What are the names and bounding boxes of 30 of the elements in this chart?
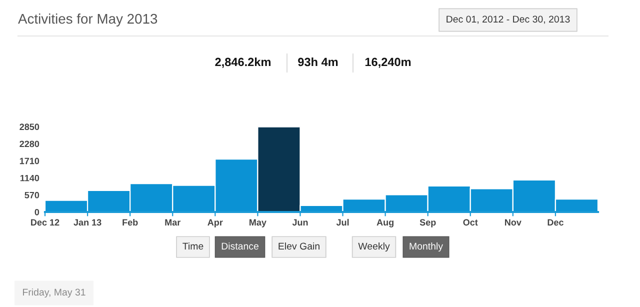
x-tick-label: Jun [292, 219, 308, 226]
text: 93h 4m [298, 58, 338, 66]
text: Time [182, 242, 204, 250]
text: Friday, May 31 [23, 288, 86, 298]
y-tick-label: 1710 [20, 158, 40, 164]
text: Distance [222, 242, 258, 250]
y-tick-label: 570 [24, 192, 40, 198]
y-tick-label: 1140 [20, 174, 40, 182]
text: Elev Gain [278, 242, 320, 250]
text: Weekly [358, 242, 390, 252]
x-tick-label: May [250, 219, 266, 228]
x-tick-label: Nov [505, 219, 522, 226]
x-tick-label: Sep [420, 219, 436, 228]
x-tick-label: Dec 12 [31, 219, 60, 226]
y-tick-label: 2850 [20, 124, 40, 130]
x-tick-label: Dec [548, 219, 564, 226]
text: 16,240m [365, 58, 411, 68]
text: Dec 01, 2012 - Dec 30, 2013 [446, 16, 570, 24]
y-tick-label: 2280 [20, 140, 40, 148]
x-tick-label: Jan 13 [74, 219, 102, 226]
y-tick-label: 0 [34, 208, 40, 216]
text: Monthly [410, 242, 444, 252]
chart-title: Activities for May 2013 [18, 14, 158, 26]
x-tick-label: Jul [336, 218, 349, 226]
x-tick-label: Aug [376, 219, 394, 228]
x-tick-label: Oct [463, 219, 478, 226]
text: 2,846.2km [215, 58, 270, 68]
x-tick-label: Mar [165, 219, 181, 226]
x-tick-label: Feb [122, 218, 138, 226]
x-tick-label: Apr [208, 219, 223, 228]
